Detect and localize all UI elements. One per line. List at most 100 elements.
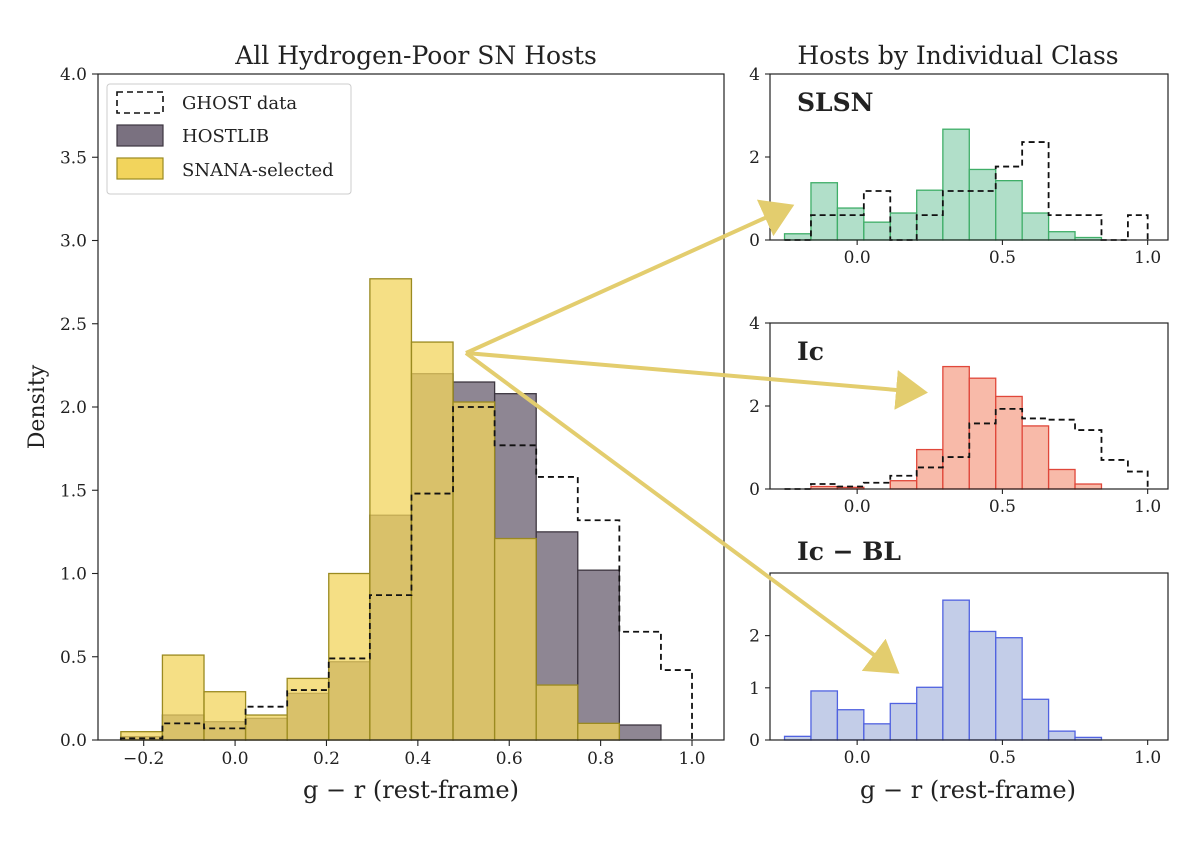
- slsn-x-tick-label: 0.0: [844, 248, 871, 268]
- main-x-tick-label: 0.2: [313, 749, 340, 769]
- icbl-x-tick-label: 0.5: [989, 748, 1016, 768]
- icbl-snana-selected-bar: [916, 686, 944, 741]
- slsn-snana-selected-bar: [783, 233, 812, 241]
- main-y-tick-label: 2.5: [60, 315, 87, 335]
- main-snana-selected-bar: [244, 714, 288, 741]
- slsn-panel: 0.0 0.5 1.0 0 2 4 SLSN: [749, 65, 1169, 268]
- ic-snana-selected-bar: [1047, 468, 1076, 490]
- ic-snana-selected-bar: [995, 395, 1023, 490]
- ic-x-tick-label: 0.0: [844, 497, 871, 517]
- slsn-ghost-step-line: [784, 141, 1149, 241]
- ic-x-tick-label: 1.0: [1134, 497, 1161, 517]
- icbl-axes-frame: [769, 572, 1169, 741]
- slsn-snana-selected-bar: [889, 212, 918, 241]
- icbl-snana-selected-bar: [889, 702, 918, 741]
- ic-ghost-step-group: [784, 408, 1149, 490]
- main-snana-selected-bar: [369, 278, 413, 741]
- ic-panel: 0.0 0.5 1.0 0 2 4 Ic: [749, 314, 1169, 517]
- main-y-ticks: 0.0 0.5 1.0 1.5 2.0 2.5 3.0 3.5 4.0: [60, 65, 98, 751]
- main-x-tick-label: −0.2: [123, 749, 164, 769]
- ic-y-ticks: 0 2 4: [749, 314, 770, 500]
- main-snana-selected-bar: [286, 677, 330, 741]
- arrow-to-icbl: [464, 351, 900, 674]
- icbl-x-tick-label: 1.0: [1134, 748, 1161, 768]
- ic-x-ticks: 0.0 0.5 1.0: [844, 489, 1161, 517]
- main-histogram-panel: All Hydrogen-Poor SN Hosts −0.2 0.0 0.2 0.4…: [25, 41, 725, 804]
- icbl-snana-selected-bar: [863, 723, 891, 741]
- ic-y-tick-label: 0: [749, 480, 760, 500]
- icbl-snana-selected-bar: [942, 599, 970, 741]
- icbl-snana-selected-bar: [836, 709, 865, 741]
- icbl-x-axis-label: g − r (rest-frame): [860, 776, 1076, 804]
- legend-swatch-ghost: [116, 91, 164, 114]
- main-x-tick-label: 0.6: [496, 749, 523, 769]
- ic-y-tick-label: 2: [749, 397, 760, 417]
- ic-snana-selected-bar: [1074, 483, 1103, 490]
- ic-bars-group: [810, 365, 1103, 490]
- arrow-to-slsn: [465, 199, 795, 355]
- slsn-bars-group: [783, 128, 1103, 241]
- main-x-axis-label: g − r (rest-frame): [303, 776, 519, 804]
- slsn-snana-selected-bar: [1021, 212, 1050, 241]
- icbl-snana-selected-bar: [1047, 730, 1076, 741]
- ic-snana-selected-bar: [889, 480, 918, 490]
- main-snana-selected-bar: [410, 341, 454, 741]
- legend-label-ghost: GHOST data: [182, 93, 297, 114]
- icbl-x-tick-label: 0.0: [844, 748, 871, 768]
- main-snana-selected-bar: [161, 654, 205, 741]
- slsn-ghost-step-group: [784, 141, 1149, 241]
- main-y-tick-label: 4.0: [60, 65, 87, 85]
- slsn-y-ticks: 0 2 4: [749, 65, 770, 251]
- arrows-group: [464, 199, 928, 674]
- main-snana-selected-bar: [535, 684, 579, 741]
- slsn-snana-selected-bar: [995, 180, 1023, 241]
- ic-snana-selected-bar: [1021, 425, 1050, 490]
- icbl-snana-selected-bar: [810, 690, 839, 741]
- ic-snana-selected-bar: [916, 448, 944, 490]
- ic-snana-selected-bar: [942, 365, 970, 490]
- main-snana-selected-bar: [203, 691, 247, 741]
- main-x-tick-label: 0.4: [404, 749, 431, 769]
- icbl-y-tick-label: 0: [749, 731, 760, 751]
- main-bars-group: [120, 278, 662, 741]
- slsn-y-tick-label: 4: [749, 65, 760, 85]
- right-column-title: Hosts by Individual Class: [797, 41, 1118, 70]
- main-y-tick-label: 3.0: [60, 232, 87, 252]
- icbl-x-ticks: 0.0 0.5 1.0: [844, 740, 1161, 768]
- icbl-snana-selected-bar: [968, 630, 997, 741]
- legend-label-hostlib: HOSTLIB: [182, 126, 269, 147]
- slsn-snana-selected-bar: [1047, 231, 1076, 241]
- legend-label-snana: SNANA-selected: [182, 160, 334, 181]
- main-snana-selected-bar: [577, 722, 621, 741]
- main-snana-selected-bar: [493, 537, 537, 741]
- legend-swatch-hostlib: [116, 124, 164, 147]
- main-y-tick-label: 0.5: [60, 648, 87, 668]
- main-x-tick-label: 0.8: [587, 749, 614, 769]
- icbl-y-tick-label: 2: [749, 627, 760, 647]
- legend: GHOST data HOSTLIB SNANA-selected: [106, 83, 352, 195]
- icbl-panel-label: Ic − BL: [797, 537, 901, 566]
- main-hostlib-bar: [618, 724, 662, 741]
- icbl-snana-selected-bar: [1021, 698, 1050, 741]
- slsn-snana-selected-bar: [916, 189, 944, 241]
- main-x-tick-label: 0.0: [222, 749, 249, 769]
- ic-snana-selected-bar: [968, 377, 997, 490]
- icbl-bars-group: [783, 599, 1103, 741]
- slsn-snana-selected-bar: [810, 182, 839, 241]
- ic-x-tick-label: 0.5: [989, 497, 1016, 517]
- slsn-panel-label: SLSN: [797, 88, 874, 117]
- main-y-tick-label: 3.5: [60, 148, 87, 168]
- slsn-snana-selected-bar: [863, 221, 891, 241]
- slsn-x-tick-label: 0.5: [989, 248, 1016, 268]
- ic-y-tick-label: 4: [749, 314, 760, 334]
- slsn-snana-selected-bar: [836, 207, 865, 241]
- main-y-axis-label: Density: [25, 364, 50, 449]
- icbl-y-tick-label: 1: [749, 679, 760, 699]
- slsn-y-tick-label: 0: [749, 231, 760, 251]
- icbl-y-ticks: 0 1 2: [749, 627, 770, 751]
- main-x-ticks: −0.2 0.0 0.2 0.4 0.6 0.8 1.0: [123, 740, 706, 769]
- slsn-x-ticks: 0.0 0.5 1.0: [844, 240, 1161, 268]
- ic-ghost-step-line: [784, 408, 1149, 490]
- icbl-panel: 0.0 0.5 1.0 0 1 2 Ic − BL g − r (rest-frame): [749, 537, 1169, 804]
